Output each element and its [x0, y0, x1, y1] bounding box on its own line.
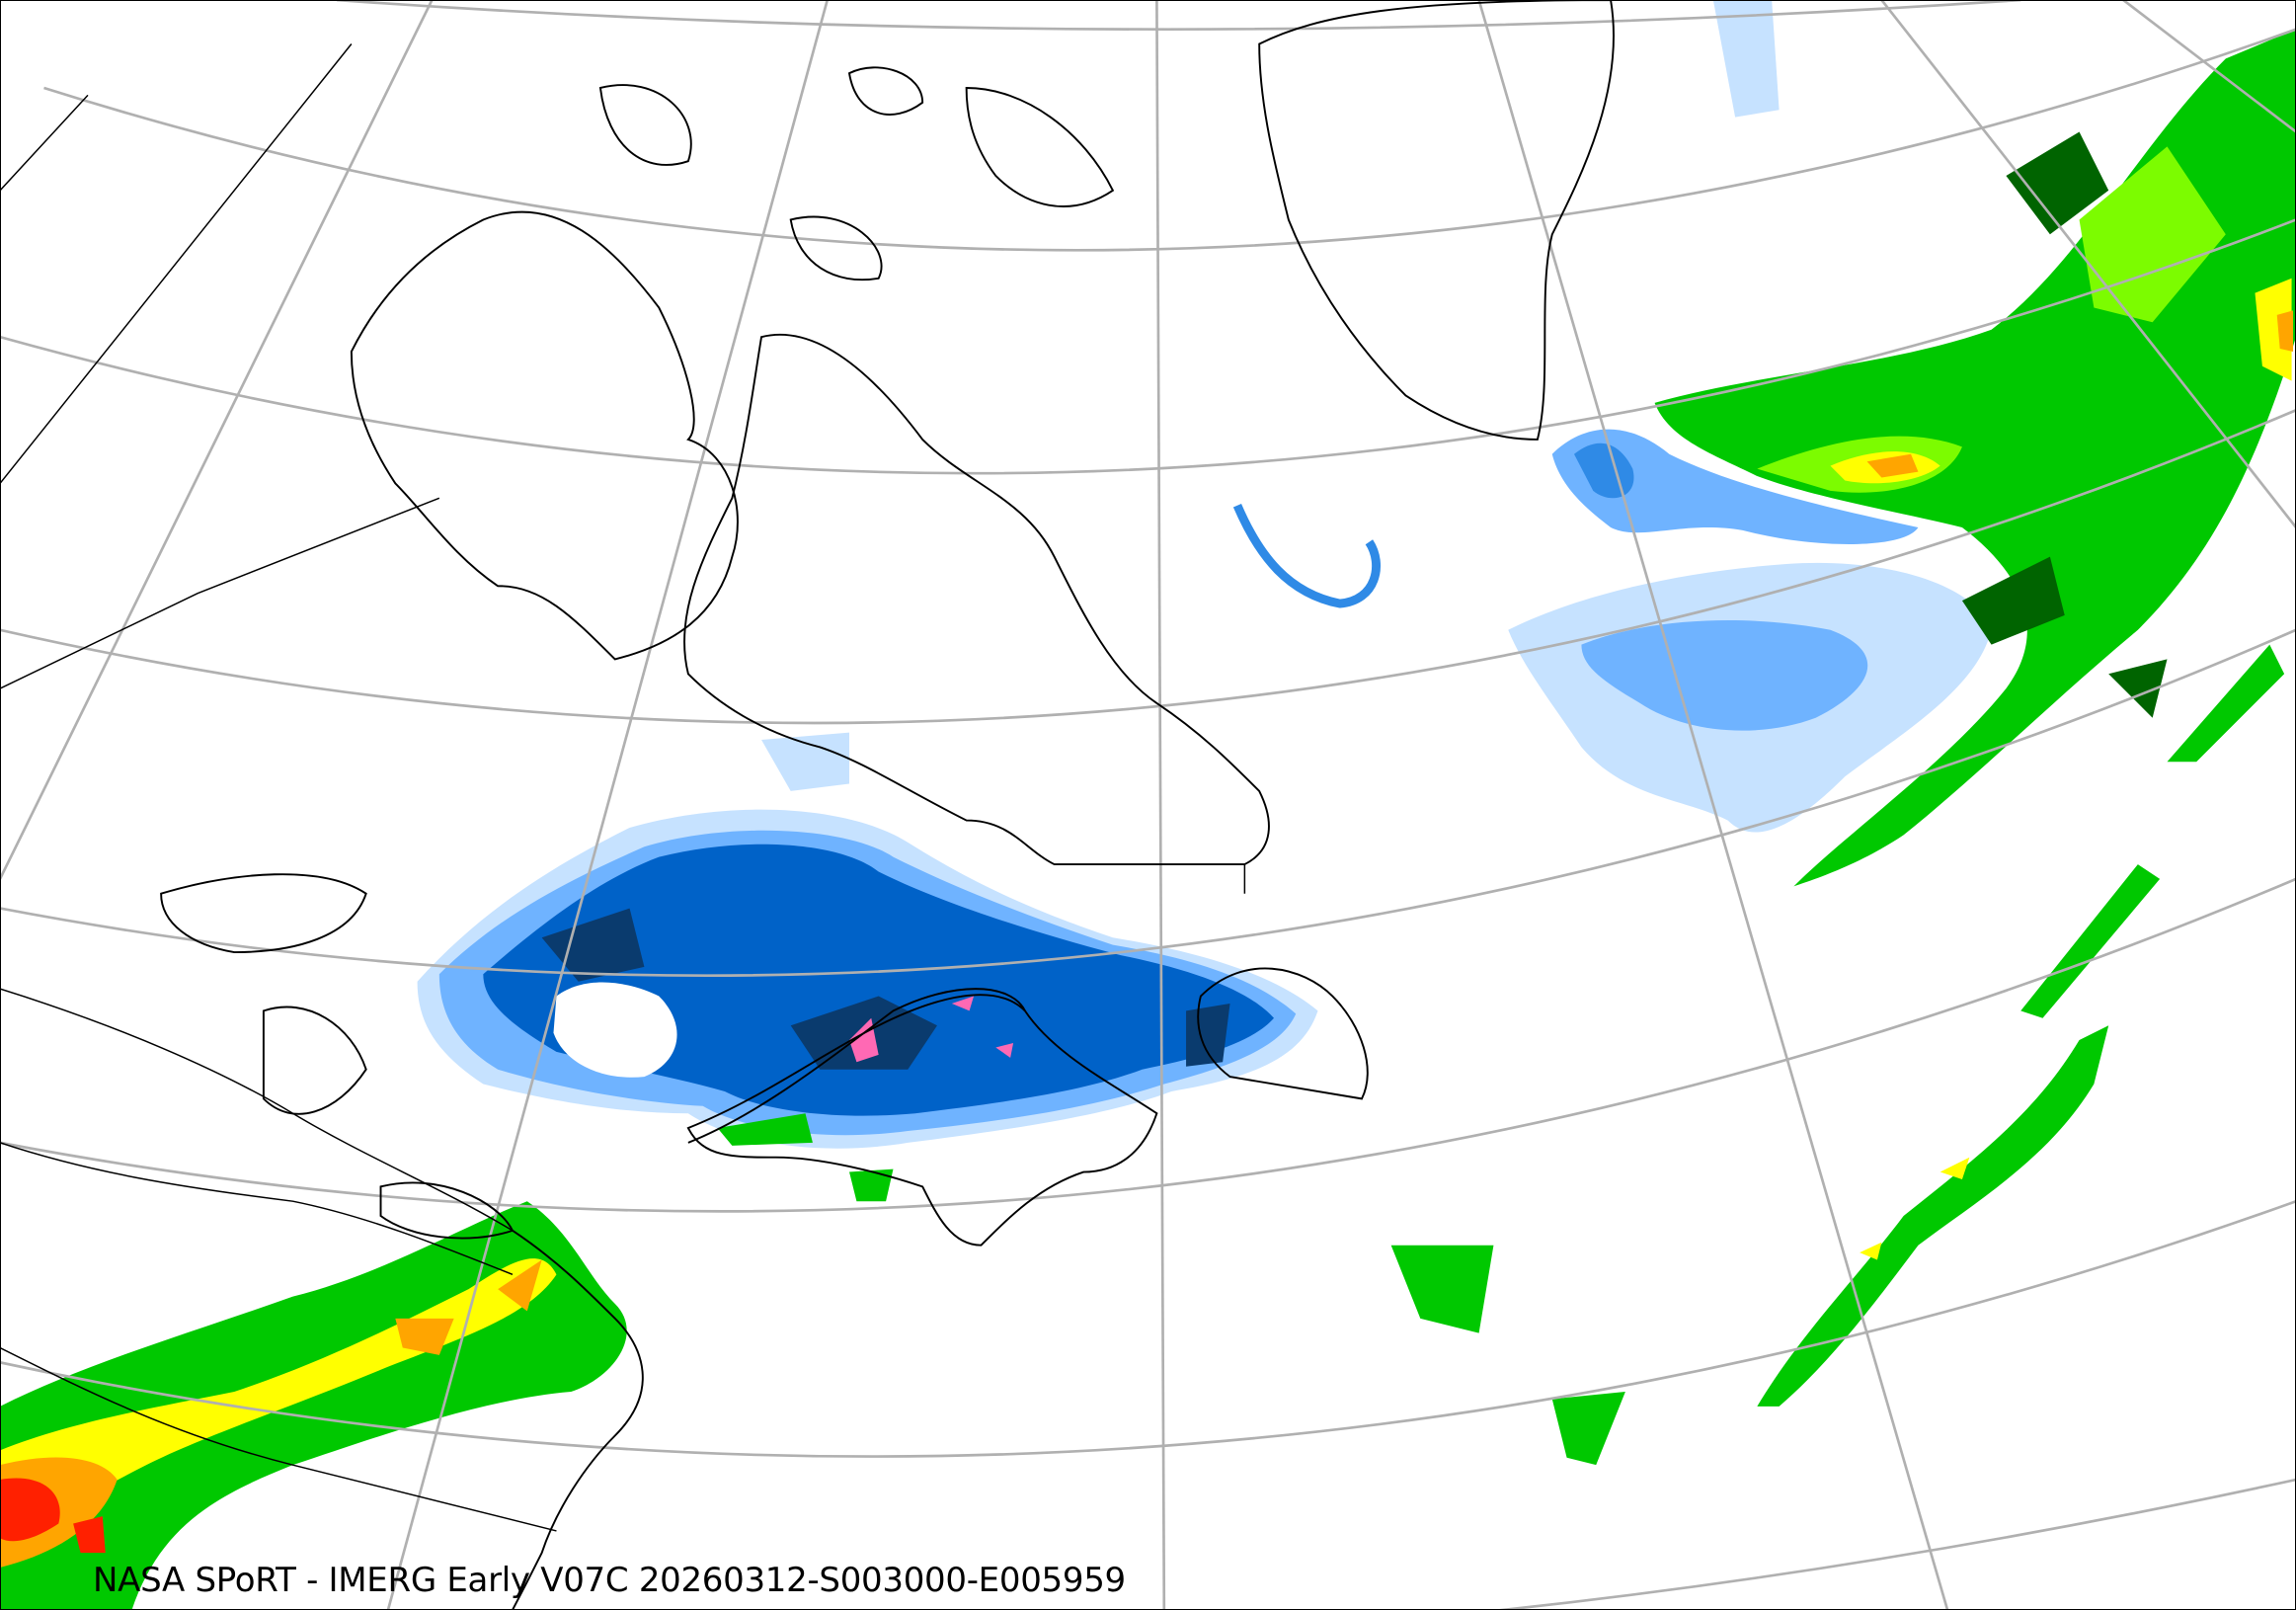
parallel-line: [0, 409, 2296, 725]
snow-arc: [1232, 503, 1381, 608]
coastline-labrador: [683, 334, 1270, 866]
border-canada-us: [0, 988, 557, 1532]
parallel-line: [43, 28, 2296, 252]
mixed-precip: [849, 996, 1014, 1063]
meridian-line: [2122, 0, 2296, 133]
rain-band-northeast-veryheavy: [1866, 310, 2294, 478]
parallel-line: [0, 628, 2296, 977]
snow-precipitation: [417, 0, 1992, 1149]
rain-area-us-east-red: [0, 1478, 106, 1554]
meridian-line: [386, 0, 830, 1610]
coastline-maritimes: [686, 994, 1158, 1247]
coastline-us-east: [512, 1230, 644, 1610]
parallel-line: [336, 0, 2021, 31]
coastlines: [0, 0, 1615, 1610]
parallel-line: [131, 1478, 2296, 1610]
coastline-greenland: [1258, 0, 1615, 441]
coastline-arctic-islands: [598, 66, 1115, 282]
snow-area-extreme: [541, 908, 1230, 1070]
rain-cluster-atlantic: [1390, 1245, 1625, 1466]
rain-band-southeast: [1757, 644, 2285, 1407]
meridian-line: [0, 0, 434, 880]
coastline-st-lawrence: [687, 988, 1026, 1144]
coastline-hudson-bay: [350, 210, 739, 661]
map-caption: NASA SPoRT - IMERG Early V07C 20260312-S…: [93, 1561, 1126, 1600]
meridian-line: [1155, 0, 1166, 1610]
border-provinces: [0, 43, 1246, 894]
rain-area-quebec: [717, 1113, 894, 1202]
parallel-line: [0, 877, 2296, 1213]
meridian-line: [1880, 0, 2296, 528]
rain-band-southeast-yellow: [1860, 1157, 1970, 1260]
snow-area-light-2: [761, 732, 850, 791]
parallel-line: [0, 1199, 2296, 1458]
rain-precipitation: [0, 29, 2296, 1610]
snow-area-heavy: [483, 844, 1275, 1116]
meridian-line: [1477, 0, 1949, 1610]
snow-hole: [553, 982, 677, 1078]
coastline-newfoundland: [1197, 967, 1369, 1100]
parallel-line: [0, 218, 2296, 475]
snow-area-atlantic-medium: [1581, 620, 1868, 731]
rain-area-us-east-orange: [0, 1259, 542, 1568]
snow-area-top: [1712, 0, 1780, 118]
rain-band-northeast-moderate: [1757, 146, 2226, 493]
snow-area-north: [1551, 429, 1919, 545]
